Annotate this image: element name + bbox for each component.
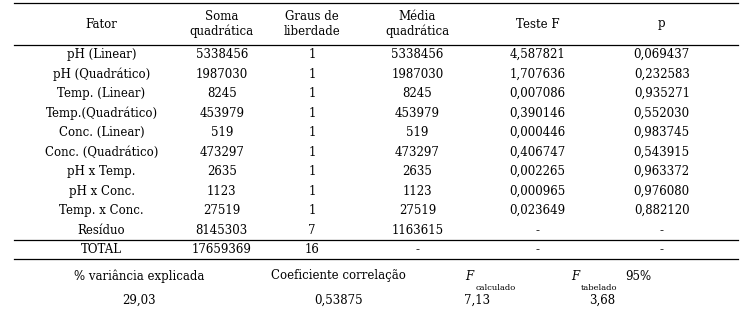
Text: 0,069437: 0,069437 [634,48,690,61]
Text: 1: 1 [308,68,316,81]
Text: 17659369: 17659369 [192,243,252,256]
Text: 5338456: 5338456 [196,48,248,61]
Text: 16: 16 [305,243,320,256]
Text: -: - [660,224,664,237]
Text: 0,53875: 0,53875 [314,294,362,307]
Text: % variância explicada: % variância explicada [74,269,205,283]
Text: Resíduo: Resíduo [77,224,126,237]
Text: 0,023649: 0,023649 [510,204,566,217]
Text: 0,390146: 0,390146 [510,107,566,120]
Text: 519: 519 [211,126,233,139]
Text: p: p [658,17,666,31]
Text: 1: 1 [308,165,316,178]
Text: 0,406747: 0,406747 [510,146,566,159]
Text: Conc. (Linear): Conc. (Linear) [59,126,144,139]
Text: tabelado: tabelado [581,284,617,292]
Text: 3,68: 3,68 [590,294,615,307]
Text: Média
quadrática: Média quadrática [385,10,450,38]
Text: Temp. (Linear): Temp. (Linear) [57,87,146,100]
Text: 2635: 2635 [402,165,432,178]
Text: 27519: 27519 [203,204,241,217]
Text: 519: 519 [406,126,429,139]
Text: 1: 1 [308,204,316,217]
Text: 1163615: 1163615 [391,224,444,237]
Text: -: - [415,243,420,256]
Text: 7,13: 7,13 [465,294,490,307]
Text: 1: 1 [308,126,316,139]
Text: 1: 1 [308,146,316,159]
Text: Teste F: Teste F [516,17,559,31]
Text: 1987030: 1987030 [196,68,248,81]
Text: 0,935271: 0,935271 [634,87,690,100]
Text: 0,000965: 0,000965 [510,185,566,198]
Text: 8245: 8245 [402,87,432,100]
Text: pH x Temp.: pH x Temp. [67,165,136,178]
Text: pH (Linear): pH (Linear) [67,48,136,61]
Text: 1: 1 [308,48,316,61]
Text: 0,000446: 0,000446 [510,126,566,139]
Text: -: - [535,243,540,256]
Text: calculado: calculado [475,284,516,292]
Text: 5338456: 5338456 [391,48,444,61]
Text: 473297: 473297 [199,146,244,159]
Text: Fator: Fator [86,17,117,31]
Text: 1123: 1123 [402,185,432,198]
Text: Temp.(Quadrático): Temp.(Quadrático) [45,106,158,120]
Text: F: F [465,270,474,283]
Text: 0,232583: 0,232583 [634,68,690,81]
Text: 0,552030: 0,552030 [634,107,690,120]
Text: Temp. x Conc.: Temp. x Conc. [59,204,144,217]
Text: 29,03: 29,03 [123,294,156,307]
Text: 1,707636: 1,707636 [510,68,566,81]
Text: 2635: 2635 [207,165,237,178]
Text: 1: 1 [308,185,316,198]
Text: 0,963372: 0,963372 [634,165,690,178]
Text: Soma
quadrática: Soma quadrática [190,10,254,38]
Text: 0,882120: 0,882120 [634,204,690,217]
Text: TOTAL: TOTAL [81,243,122,256]
Text: Coeficiente correlação: Coeficiente correlação [271,270,406,283]
Text: 7: 7 [308,224,316,237]
Text: -: - [660,243,664,256]
Text: 8145303: 8145303 [196,224,248,237]
Text: Graus de
liberdade: Graus de liberdade [284,10,341,38]
Text: 4,587821: 4,587821 [510,48,566,61]
Text: 27519: 27519 [399,204,436,217]
Text: Conc. (Quadrático): Conc. (Quadrático) [45,146,158,159]
Text: 8245: 8245 [207,87,237,100]
Text: 1123: 1123 [207,185,237,198]
Text: 473297: 473297 [395,146,440,159]
Text: 0,543915: 0,543915 [634,146,690,159]
Text: 95%: 95% [626,270,652,283]
Text: 0,002265: 0,002265 [510,165,566,178]
Text: 1: 1 [308,87,316,100]
Text: pH (Quadrático): pH (Quadrático) [53,68,150,81]
Text: -: - [535,224,540,237]
Text: 0,976080: 0,976080 [634,185,690,198]
Text: 1: 1 [308,107,316,120]
Text: 453979: 453979 [199,107,244,120]
Text: 0,007086: 0,007086 [510,87,566,100]
Text: F: F [571,270,579,283]
Text: 1987030: 1987030 [391,68,444,81]
Text: 0,983745: 0,983745 [634,126,690,139]
Text: pH x Conc.: pH x Conc. [68,185,135,198]
Text: 453979: 453979 [395,107,440,120]
